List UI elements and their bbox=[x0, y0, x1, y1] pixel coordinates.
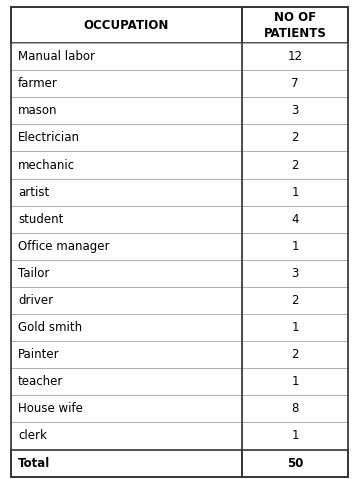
Text: 1: 1 bbox=[292, 321, 299, 334]
Bar bbox=[242, 422, 348, 449]
Bar bbox=[242, 395, 348, 422]
Text: clerk: clerk bbox=[18, 430, 47, 443]
Text: 2: 2 bbox=[292, 131, 299, 145]
Text: 2: 2 bbox=[292, 294, 299, 307]
Text: Painter: Painter bbox=[18, 348, 60, 361]
Bar bbox=[11, 97, 242, 125]
Bar bbox=[242, 43, 348, 70]
Bar bbox=[11, 449, 242, 477]
Bar bbox=[11, 395, 242, 422]
Text: 2: 2 bbox=[292, 348, 299, 361]
Bar bbox=[242, 287, 348, 314]
Bar bbox=[11, 260, 242, 287]
Bar bbox=[242, 70, 348, 97]
Text: 50: 50 bbox=[287, 456, 303, 469]
Bar bbox=[242, 97, 348, 125]
Bar bbox=[11, 341, 242, 368]
Text: 4: 4 bbox=[292, 213, 299, 226]
Text: artist: artist bbox=[18, 186, 49, 199]
Text: mason: mason bbox=[18, 104, 57, 117]
Bar bbox=[242, 314, 348, 341]
Text: Office manager: Office manager bbox=[18, 240, 109, 253]
Bar bbox=[242, 368, 348, 395]
Bar bbox=[11, 233, 242, 260]
Bar bbox=[11, 125, 242, 151]
Text: 2: 2 bbox=[292, 159, 299, 171]
Text: 8: 8 bbox=[292, 402, 299, 415]
Bar bbox=[11, 70, 242, 97]
Bar bbox=[242, 7, 348, 43]
Bar bbox=[11, 151, 242, 179]
Text: 1: 1 bbox=[292, 430, 299, 443]
Bar bbox=[242, 449, 348, 477]
Text: 3: 3 bbox=[292, 104, 299, 117]
Bar bbox=[242, 179, 348, 205]
Bar bbox=[11, 422, 242, 449]
Bar bbox=[11, 368, 242, 395]
Bar bbox=[11, 287, 242, 314]
Text: driver: driver bbox=[18, 294, 53, 307]
Text: farmer: farmer bbox=[18, 77, 58, 90]
Text: 1: 1 bbox=[292, 375, 299, 388]
Text: NO OF
PATIENTS: NO OF PATIENTS bbox=[264, 11, 327, 40]
Bar bbox=[11, 43, 242, 70]
Text: mechanic: mechanic bbox=[18, 159, 75, 171]
Text: Electrician: Electrician bbox=[18, 131, 80, 145]
Bar bbox=[242, 341, 348, 368]
Text: 1: 1 bbox=[292, 240, 299, 253]
Bar bbox=[11, 314, 242, 341]
Text: Total: Total bbox=[18, 456, 50, 469]
Bar bbox=[242, 205, 348, 233]
Text: 1: 1 bbox=[292, 186, 299, 199]
Text: 7: 7 bbox=[292, 77, 299, 90]
Bar bbox=[11, 205, 242, 233]
Bar bbox=[242, 233, 348, 260]
Bar bbox=[11, 179, 242, 205]
Bar bbox=[11, 7, 242, 43]
Text: student: student bbox=[18, 213, 63, 226]
Bar bbox=[242, 151, 348, 179]
Text: teacher: teacher bbox=[18, 375, 63, 388]
Text: Tailor: Tailor bbox=[18, 267, 49, 280]
Text: 3: 3 bbox=[292, 267, 299, 280]
Text: 12: 12 bbox=[288, 50, 303, 63]
Text: Manual labor: Manual labor bbox=[18, 50, 95, 63]
Text: OCCUPATION: OCCUPATION bbox=[84, 19, 169, 32]
Bar bbox=[242, 125, 348, 151]
Bar bbox=[242, 260, 348, 287]
Text: Gold smith: Gold smith bbox=[18, 321, 82, 334]
Text: House wife: House wife bbox=[18, 402, 83, 415]
